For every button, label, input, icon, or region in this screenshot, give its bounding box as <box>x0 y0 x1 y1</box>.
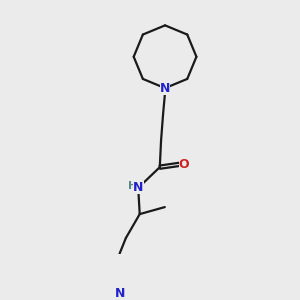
Text: O: O <box>179 158 189 171</box>
Text: N: N <box>114 287 125 300</box>
Text: H: H <box>128 181 138 191</box>
Text: N: N <box>133 181 144 194</box>
Text: N: N <box>160 82 170 94</box>
